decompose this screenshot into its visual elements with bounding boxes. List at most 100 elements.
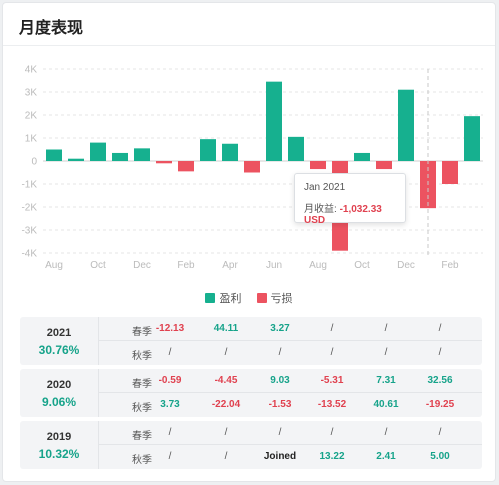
y-tick-label: 1K xyxy=(25,134,38,145)
month-return-cell: / xyxy=(384,427,388,438)
title-divider xyxy=(3,45,495,46)
season-label: 春季 xyxy=(132,379,152,390)
month-return-cell: -1.53 xyxy=(268,399,292,410)
year-block-2021: 2021 30.76% 春季 -12.13 44.11 3.27 / / / 秋季 / / / / / / xyxy=(20,317,482,365)
month-return-cell: / xyxy=(438,427,442,438)
x-tick-label: Apr xyxy=(222,260,238,271)
bar[interactable] xyxy=(376,161,392,170)
legend-item-profit[interactable]: 盈利 xyxy=(205,290,241,306)
bar[interactable] xyxy=(178,161,194,172)
x-tick-label: Jun xyxy=(266,260,282,271)
month-return-cell: / xyxy=(278,347,282,358)
bar[interactable] xyxy=(112,152,128,161)
month-return-cell: -22.04 xyxy=(211,399,241,410)
year-label: 2019 xyxy=(46,431,72,443)
season-row: 春季 -12.13 44.11 3.27 / / / xyxy=(98,317,482,341)
column-divider xyxy=(98,421,99,469)
month-return-cell: / xyxy=(438,323,442,334)
chart-legend: 盈利 亏损 xyxy=(3,290,495,306)
x-tick-label: Aug xyxy=(45,260,63,271)
month-return-cell: / xyxy=(224,451,228,462)
month-return-cell: 32.56 xyxy=(427,375,453,386)
bar[interactable] xyxy=(266,81,282,161)
month-return-cell: 9.03 xyxy=(270,375,290,386)
bar[interactable] xyxy=(354,152,370,161)
x-tick-label: Feb xyxy=(441,260,459,271)
season-label: 春季 xyxy=(132,327,152,338)
monthly-performance-card: 月度表现 4K 3K 2K 1K 0 -1K -2K -3K -4K Aug Oct Dec Feb Ap… xyxy=(2,2,496,482)
legend-swatch-profit xyxy=(205,293,216,303)
month-return-cell: -5.31 xyxy=(320,375,344,386)
month-return-cell: / xyxy=(168,427,172,438)
season-row: 春季 / / / / / / xyxy=(98,421,482,445)
bar[interactable] xyxy=(464,116,480,161)
y-tick-label: -1K xyxy=(21,180,37,191)
month-return-cell: 44.11 xyxy=(213,323,239,334)
y-tick-label: -4K xyxy=(21,249,37,260)
bar[interactable] xyxy=(310,161,326,170)
year-return-pct: 30.76% xyxy=(38,343,80,357)
month-return-cell: / xyxy=(224,427,228,438)
month-return-cell: 7.31 xyxy=(376,375,396,386)
season-row: 秋季 3.73 -22.04 -1.53 -13.52 40.61 -19.25 xyxy=(98,393,482,417)
bar[interactable] xyxy=(222,143,238,161)
month-return-cell: / xyxy=(330,347,334,358)
x-tick-label: Dec xyxy=(397,260,415,271)
bar[interactable] xyxy=(90,142,106,161)
y-tick-label: 0 xyxy=(31,157,37,168)
month-return-cell: / xyxy=(330,323,334,334)
month-return-cell: / xyxy=(384,347,388,358)
season-row: 春季 -0.59 -4.45 9.03 -5.31 7.31 32.56 xyxy=(98,369,482,393)
legend-label-profit: 盈利 xyxy=(219,293,242,305)
month-return-cell: / xyxy=(384,323,388,334)
year-label: 2020 xyxy=(46,379,72,391)
bar[interactable] xyxy=(200,139,216,161)
bar[interactable] xyxy=(134,148,150,161)
season-label: 秋季 xyxy=(132,403,152,414)
chart-tooltip: Jan 2021 月收益: -1,032.33 USD xyxy=(294,173,406,226)
legend-item-loss[interactable]: 亏损 xyxy=(256,290,293,306)
y-tick-label: -3K xyxy=(21,226,37,237)
year-block-2020: 2020 9.06% 春季 -0.59 -4.45 9.03 -5.31 7.31 32.56 秋… xyxy=(20,369,482,417)
month-return-cell: 3.27 xyxy=(270,323,290,334)
bar[interactable] xyxy=(244,161,260,173)
bar[interactable] xyxy=(68,158,84,161)
month-return-cell: / xyxy=(438,347,442,358)
x-tick-label: Oct xyxy=(90,260,106,271)
y-tick-label: -2K xyxy=(21,203,37,214)
x-tick-label: Feb xyxy=(177,260,195,271)
year-return-pct: 10.32% xyxy=(38,447,80,461)
bar[interactable] xyxy=(46,149,62,162)
month-return-cell: -0.59 xyxy=(158,375,182,386)
month-return-cell: 13.22 xyxy=(319,451,345,462)
month-return-cell: Joined xyxy=(263,451,297,462)
year-cell: 2021 30.76% xyxy=(20,317,98,365)
x-tick-label: Dec xyxy=(133,260,151,271)
year-return-pct: 9.06% xyxy=(41,395,77,409)
month-return-cell: / xyxy=(168,451,172,462)
column-divider xyxy=(98,369,99,417)
month-return-cell: 5.00 xyxy=(430,451,450,462)
month-return-cell: -4.45 xyxy=(214,375,238,386)
bar[interactable] xyxy=(442,161,458,184)
month-return-cell: 40.61 xyxy=(373,399,399,410)
y-tick-label: 4K xyxy=(25,65,38,76)
month-return-cell: / xyxy=(278,427,282,438)
bar[interactable] xyxy=(156,161,172,164)
month-return-cell: / xyxy=(168,347,172,358)
month-return-cell: 2.41 xyxy=(376,451,396,462)
column-divider xyxy=(98,317,99,365)
bar[interactable] xyxy=(398,89,414,161)
monthly-returns-chart[interactable]: 4K 3K 2K 1K 0 -1K -2K -3K -4K Aug Oct Dec Feb Apr Jun A… xyxy=(3,3,497,293)
y-tick-label: 3K xyxy=(25,88,38,99)
tooltip-label: 月收益: xyxy=(304,204,340,215)
month-return-cell: -12.13 xyxy=(155,323,185,334)
season-row: 秋季 / / / / / / xyxy=(98,341,482,365)
year-block-2019: 2019 10.32% 春季 / / / / / / 秋季 / / Joined 13.22 2.41 5.0… xyxy=(20,421,482,469)
tooltip-value: -1,032.33 USD xyxy=(304,204,382,226)
legend-label-loss: 亏损 xyxy=(270,293,293,305)
bar[interactable] xyxy=(288,136,304,161)
month-return-cell: / xyxy=(224,347,228,358)
season-label: 秋季 xyxy=(132,351,152,362)
month-return-cell: -13.52 xyxy=(317,399,347,410)
